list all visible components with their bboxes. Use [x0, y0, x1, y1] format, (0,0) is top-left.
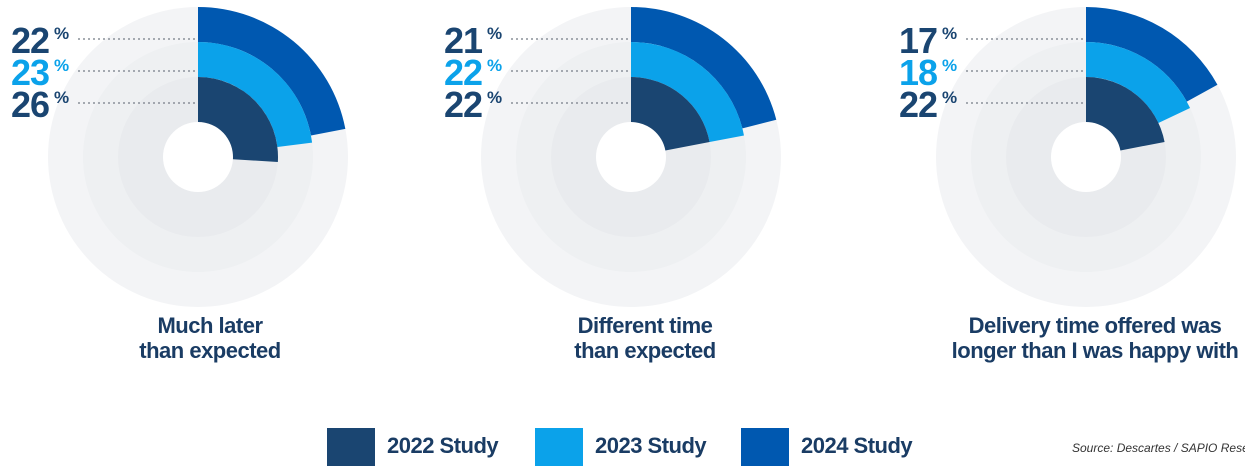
arc-2024	[1086, 7, 1218, 102]
chart-caption-2: Different time than expected	[495, 313, 795, 363]
caption-line: Much later	[157, 313, 263, 338]
radial-chart-2: 21 % 22 % 22%	[444, 7, 781, 307]
value-label-2024: 22	[11, 20, 49, 61]
radial-chart-3: 17 % 18 % 22%	[899, 7, 1236, 307]
source-note: Source: Descartes / SAPIO Research	[1072, 441, 1245, 455]
caption-line: than expected	[574, 338, 716, 363]
caption-line: Delivery time offered was	[968, 313, 1222, 338]
caption-line: longer than I was happy with	[951, 338, 1239, 363]
legend-label-2022: 2022 Study	[387, 433, 499, 458]
unit-label: %	[487, 24, 502, 43]
legend-label-2024: 2024 Study	[801, 433, 913, 458]
value-label-2022: 22	[444, 84, 482, 125]
legend-swatch-2022	[327, 428, 375, 466]
center-hole	[596, 122, 666, 192]
center-hole	[1051, 122, 1121, 192]
arc-2023	[198, 42, 313, 147]
arc-2023	[1086, 42, 1191, 123]
value-label-2023: 22	[444, 52, 482, 93]
unit-label: %	[54, 88, 69, 107]
value-label-2024: 17	[899, 20, 937, 61]
arc-2022	[631, 77, 710, 151]
legend-swatch-2023	[535, 428, 583, 466]
arc-2023	[631, 42, 744, 143]
unit-label: %	[942, 24, 957, 43]
unit-label: %	[942, 56, 957, 75]
legend-label-2023: 2023 Study	[595, 433, 707, 458]
value-label-2023: 23	[11, 52, 49, 93]
caption-line: Different time	[577, 313, 713, 338]
center-hole	[163, 122, 233, 192]
value-label-2022: 22	[899, 84, 937, 125]
value-label-2024: 21	[444, 20, 483, 61]
unit-label: %	[942, 88, 957, 107]
arc-2022	[198, 77, 278, 163]
caption-line: than expected	[139, 338, 281, 363]
legend-swatch-2024	[741, 428, 789, 466]
value-label-2022: 26	[11, 84, 49, 125]
unit-label: %	[487, 88, 502, 107]
unit-label: %	[54, 24, 69, 43]
chart-caption-3: Delivery time offered was longer than I …	[945, 313, 1245, 363]
unit-label: %	[487, 56, 502, 75]
chart-caption-1: Much later than expected	[60, 313, 360, 363]
arc-2024	[631, 7, 777, 129]
value-label-2023: 18	[899, 52, 937, 93]
arc-2022	[1086, 77, 1165, 151]
unit-label: %	[54, 56, 69, 75]
arc-2024	[198, 7, 346, 136]
radial-chart-1: 22 % 23 % 26%	[11, 7, 348, 307]
